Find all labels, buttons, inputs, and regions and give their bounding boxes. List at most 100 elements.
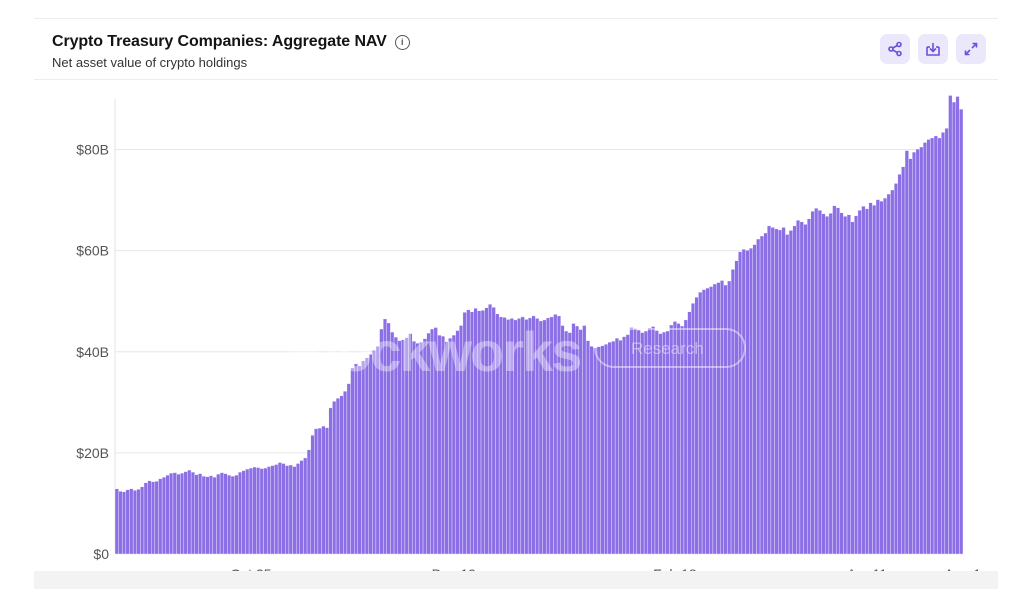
bar[interactable] bbox=[792, 225, 797, 555]
expand-button[interactable] bbox=[956, 34, 986, 64]
bar[interactable] bbox=[908, 158, 913, 555]
bar[interactable] bbox=[325, 427, 329, 555]
bar[interactable] bbox=[767, 225, 772, 555]
bar[interactable] bbox=[140, 486, 145, 555]
bar[interactable] bbox=[872, 204, 877, 555]
bar[interactable] bbox=[607, 341, 612, 555]
bar[interactable] bbox=[741, 248, 746, 555]
bar[interactable] bbox=[629, 327, 634, 555]
bar[interactable] bbox=[832, 205, 837, 555]
bar[interactable] bbox=[636, 329, 641, 555]
bar[interactable] bbox=[763, 232, 768, 555]
bar[interactable] bbox=[259, 468, 264, 555]
bar[interactable] bbox=[183, 471, 188, 555]
bar[interactable] bbox=[143, 482, 148, 555]
bar[interactable] bbox=[611, 340, 616, 555]
bar[interactable] bbox=[654, 330, 659, 555]
bar[interactable] bbox=[803, 224, 808, 555]
bar[interactable] bbox=[190, 471, 195, 555]
bar[interactable] bbox=[680, 325, 685, 555]
bar[interactable] bbox=[886, 193, 891, 555]
bar[interactable] bbox=[810, 211, 815, 555]
bar[interactable] bbox=[132, 490, 137, 555]
bar[interactable] bbox=[922, 142, 927, 555]
bar[interactable] bbox=[314, 428, 319, 555]
bar[interactable] bbox=[756, 238, 761, 555]
bar[interactable] bbox=[796, 220, 801, 555]
bar[interactable] bbox=[730, 269, 735, 555]
bar[interactable] bbox=[328, 407, 333, 555]
bar[interactable] bbox=[343, 391, 348, 555]
bar[interactable] bbox=[604, 344, 609, 555]
bar[interactable] bbox=[118, 491, 123, 555]
share-button[interactable] bbox=[880, 34, 910, 64]
bar[interactable] bbox=[955, 96, 960, 555]
bar[interactable] bbox=[901, 166, 906, 555]
bar[interactable] bbox=[774, 228, 779, 555]
bar[interactable] bbox=[285, 465, 290, 555]
bar[interactable] bbox=[788, 230, 793, 555]
bar[interactable] bbox=[161, 476, 166, 555]
bar[interactable] bbox=[933, 135, 938, 555]
bar[interactable] bbox=[230, 475, 235, 555]
bar[interactable] bbox=[263, 467, 268, 555]
bar[interactable] bbox=[723, 284, 728, 555]
bar[interactable] bbox=[306, 449, 311, 555]
bar[interactable] bbox=[147, 480, 152, 555]
bar[interactable] bbox=[256, 467, 261, 555]
bar[interactable] bbox=[879, 200, 884, 555]
bar[interactable] bbox=[712, 283, 717, 555]
bar[interactable] bbox=[698, 291, 703, 555]
bar[interactable] bbox=[864, 208, 869, 555]
bar[interactable] bbox=[252, 466, 257, 555]
bar[interactable] bbox=[227, 474, 232, 555]
bar[interactable] bbox=[716, 282, 721, 555]
bar[interactable] bbox=[919, 146, 924, 555]
bar[interactable] bbox=[633, 328, 638, 555]
bar[interactable] bbox=[288, 464, 293, 555]
bar[interactable] bbox=[303, 457, 308, 555]
bar[interactable] bbox=[596, 346, 601, 555]
bar[interactable] bbox=[622, 336, 627, 555]
bar[interactable] bbox=[948, 95, 953, 555]
bar[interactable] bbox=[904, 150, 909, 555]
bar[interactable] bbox=[912, 151, 917, 555]
bar[interactable] bbox=[720, 280, 724, 555]
bar[interactable] bbox=[270, 465, 275, 555]
bar[interactable] bbox=[825, 216, 830, 555]
info-icon[interactable]: i bbox=[394, 34, 410, 50]
bar[interactable] bbox=[585, 340, 590, 555]
bar[interactable] bbox=[930, 137, 935, 555]
bar[interactable] bbox=[205, 476, 210, 555]
bar[interactable] bbox=[274, 464, 279, 555]
bar[interactable] bbox=[614, 337, 619, 555]
bar[interactable] bbox=[926, 139, 931, 555]
bar[interactable] bbox=[589, 346, 594, 555]
bar[interactable] bbox=[643, 330, 648, 555]
bar[interactable] bbox=[346, 383, 351, 555]
bar[interactable] bbox=[212, 476, 217, 555]
bar[interactable] bbox=[209, 475, 214, 555]
bar[interactable] bbox=[277, 462, 282, 555]
bar[interactable] bbox=[267, 466, 272, 555]
bar[interactable] bbox=[321, 425, 326, 555]
bar[interactable] bbox=[857, 210, 862, 555]
bar[interactable] bbox=[734, 260, 739, 555]
bar[interactable] bbox=[335, 398, 340, 555]
bar[interactable] bbox=[835, 207, 840, 555]
bar[interactable] bbox=[180, 472, 185, 555]
bar[interactable] bbox=[839, 212, 844, 555]
bar[interactable] bbox=[332, 401, 337, 555]
bar[interactable] bbox=[640, 332, 645, 555]
bar[interactable] bbox=[781, 227, 786, 555]
bar[interactable] bbox=[893, 183, 898, 555]
bar[interactable] bbox=[136, 489, 141, 555]
bar[interactable] bbox=[354, 363, 358, 555]
bar[interactable] bbox=[915, 148, 920, 555]
bar[interactable] bbox=[125, 489, 130, 555]
bar[interactable] bbox=[944, 128, 949, 555]
bar[interactable] bbox=[339, 395, 344, 555]
bar[interactable] bbox=[299, 460, 304, 555]
bar[interactable] bbox=[129, 488, 134, 555]
bar[interactable] bbox=[778, 229, 782, 555]
